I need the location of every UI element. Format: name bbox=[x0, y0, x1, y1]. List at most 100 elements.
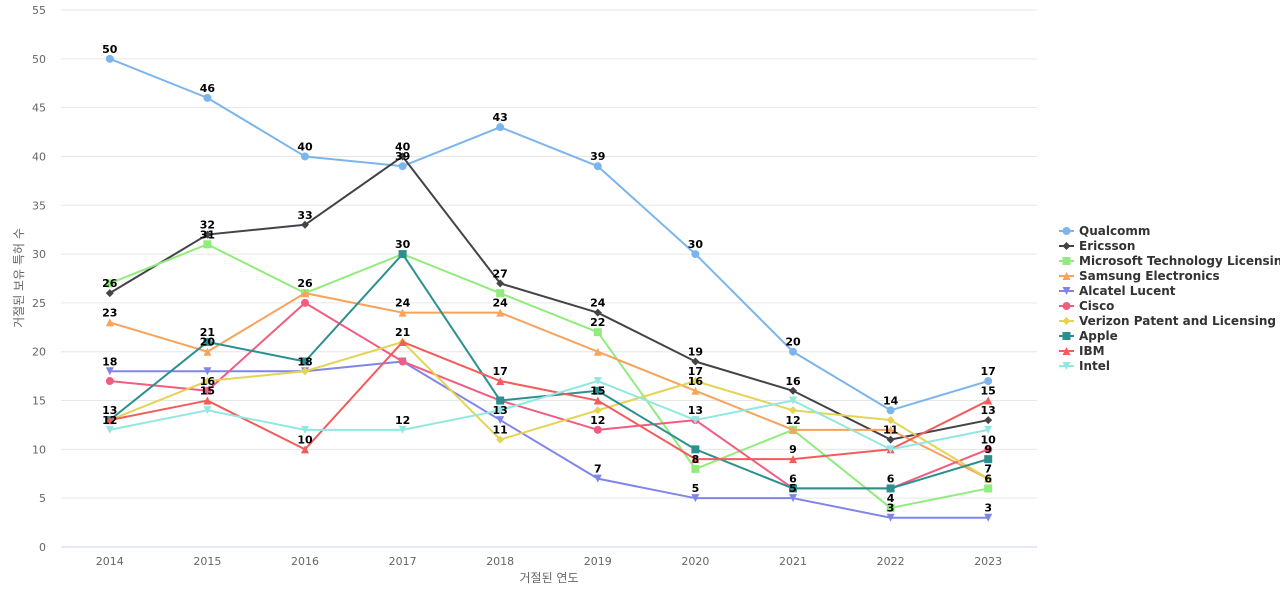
data-point[interactable] bbox=[691, 494, 700, 503]
data-point[interactable] bbox=[398, 425, 407, 434]
series-line[interactable] bbox=[109, 155, 989, 441]
data-point[interactable] bbox=[496, 396, 505, 405]
data-point[interactable] bbox=[691, 357, 700, 366]
data-point[interactable] bbox=[691, 386, 700, 395]
data-point[interactable] bbox=[984, 377, 993, 386]
data-point[interactable] bbox=[789, 484, 797, 493]
series-line[interactable] bbox=[109, 57, 989, 412]
data-point[interactable] bbox=[203, 230, 212, 239]
series-line[interactable] bbox=[109, 380, 989, 451]
data-point[interactable] bbox=[789, 347, 797, 356]
data-point[interactable] bbox=[984, 455, 993, 464]
data-point[interactable] bbox=[789, 386, 797, 395]
data-point[interactable] bbox=[301, 367, 309, 376]
data-point[interactable] bbox=[496, 289, 505, 298]
data-point[interactable] bbox=[203, 386, 212, 395]
legend-item[interactable]: Cisco bbox=[1059, 299, 1114, 313]
data-point[interactable] bbox=[593, 162, 602, 171]
data-point[interactable] bbox=[496, 279, 505, 288]
data-point[interactable] bbox=[593, 474, 602, 483]
data-point[interactable] bbox=[398, 308, 407, 317]
legend-item[interactable]: Qualcomm bbox=[1059, 224, 1150, 238]
data-point[interactable] bbox=[203, 347, 212, 356]
legend-item[interactable]: Apple bbox=[1059, 329, 1118, 343]
data-point[interactable] bbox=[593, 406, 602, 415]
data-point[interactable] bbox=[398, 250, 407, 259]
data-point[interactable] bbox=[203, 406, 212, 415]
legend-item[interactable]: Alcatel Lucent bbox=[1059, 284, 1176, 298]
data-point[interactable] bbox=[496, 416, 505, 425]
legend-item[interactable]: Intel bbox=[1059, 359, 1110, 373]
data-point[interactable] bbox=[984, 474, 993, 483]
data-point[interactable] bbox=[691, 377, 700, 386]
data-point[interactable] bbox=[984, 445, 993, 454]
data-point[interactable] bbox=[105, 416, 114, 425]
data-point[interactable] bbox=[789, 494, 797, 503]
data-point[interactable] bbox=[301, 445, 309, 454]
data-point[interactable] bbox=[496, 308, 505, 317]
series-line[interactable] bbox=[109, 292, 989, 480]
data-point[interactable] bbox=[105, 279, 114, 288]
data-point[interactable] bbox=[886, 503, 895, 512]
data-point[interactable] bbox=[203, 367, 212, 376]
data-point[interactable] bbox=[398, 152, 407, 161]
data-point[interactable] bbox=[886, 406, 895, 415]
data-point[interactable] bbox=[593, 386, 602, 395]
data-point[interactable] bbox=[203, 396, 212, 405]
data-point[interactable] bbox=[789, 425, 797, 434]
data-point[interactable] bbox=[593, 328, 602, 337]
data-point[interactable] bbox=[691, 455, 700, 464]
data-point[interactable] bbox=[886, 445, 895, 454]
data-point[interactable] bbox=[203, 93, 212, 102]
legend-item[interactable]: Samsung Electronics bbox=[1059, 269, 1220, 283]
data-point[interactable] bbox=[691, 250, 700, 259]
series-line[interactable] bbox=[109, 340, 989, 480]
data-point[interactable] bbox=[593, 377, 602, 386]
data-point[interactable] bbox=[691, 445, 700, 454]
data-point[interactable] bbox=[203, 240, 212, 249]
data-point[interactable] bbox=[593, 425, 602, 434]
data-point[interactable] bbox=[789, 455, 797, 464]
data-point[interactable] bbox=[301, 425, 309, 434]
data-point[interactable] bbox=[203, 337, 212, 346]
data-point[interactable] bbox=[105, 367, 114, 376]
data-point[interactable] bbox=[789, 396, 797, 405]
data-point[interactable] bbox=[984, 416, 993, 425]
data-point[interactable] bbox=[301, 357, 309, 366]
data-point[interactable] bbox=[691, 464, 700, 473]
data-point[interactable] bbox=[886, 416, 895, 425]
legend-item[interactable]: Verizon Patent and Licensing bbox=[1059, 314, 1276, 328]
data-point[interactable] bbox=[984, 513, 993, 522]
data-point[interactable] bbox=[105, 289, 114, 298]
data-point[interactable] bbox=[301, 298, 309, 307]
legend-item[interactable]: IBM bbox=[1059, 344, 1105, 358]
data-point[interactable] bbox=[691, 416, 700, 425]
legend-item[interactable]: Ericsson bbox=[1059, 239, 1135, 253]
data-point[interactable] bbox=[984, 425, 993, 434]
data-point[interactable] bbox=[105, 54, 114, 63]
data-point[interactable] bbox=[496, 406, 505, 415]
data-point[interactable] bbox=[496, 377, 505, 386]
data-point[interactable] bbox=[789, 406, 797, 415]
data-point[interactable] bbox=[886, 425, 895, 434]
data-point[interactable] bbox=[105, 377, 114, 386]
legend-item[interactable]: Microsoft Technology Licensing bbox=[1059, 254, 1280, 268]
data-point[interactable] bbox=[105, 425, 114, 434]
data-point[interactable] bbox=[398, 162, 407, 171]
data-point[interactable] bbox=[886, 513, 895, 522]
data-point[interactable] bbox=[593, 308, 602, 317]
data-point[interactable] bbox=[398, 337, 407, 346]
data-point[interactable] bbox=[398, 357, 407, 366]
data-point[interactable] bbox=[593, 347, 602, 356]
data-point[interactable] bbox=[886, 435, 895, 444]
data-point[interactable] bbox=[593, 396, 602, 405]
data-point[interactable] bbox=[105, 318, 114, 327]
data-point[interactable] bbox=[496, 435, 505, 444]
series-line[interactable] bbox=[109, 360, 989, 519]
data-point[interactable] bbox=[301, 220, 309, 229]
data-point[interactable] bbox=[301, 289, 309, 298]
data-point[interactable] bbox=[886, 484, 895, 493]
data-point[interactable] bbox=[984, 484, 993, 493]
series-line[interactable] bbox=[109, 243, 989, 509]
series-line[interactable] bbox=[109, 340, 989, 461]
